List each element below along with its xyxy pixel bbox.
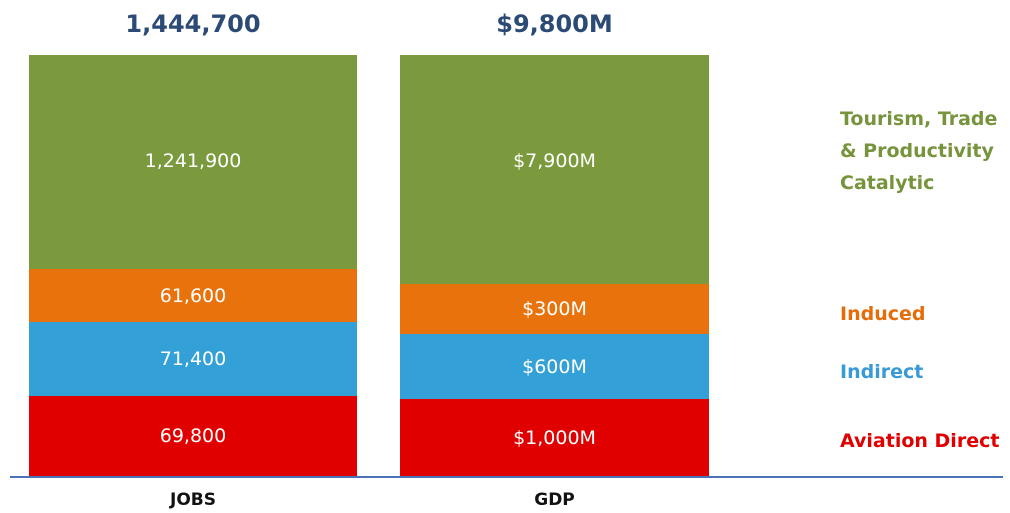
column-total: $9,800M [496,10,613,38]
bar-segment: $300M [400,284,709,334]
bar-segment: 69,800 [29,396,357,476]
category-label: JOBS [170,490,216,510]
legend-label: Tourism, Trade [840,108,998,130]
bar-segment: $1,000M [400,399,709,476]
column-total: 1,444,700 [125,10,261,38]
bar-segment: 61,600 [29,269,357,322]
category-label: GDP [534,490,575,510]
bar-segment: 71,400 [29,322,357,396]
legend-label: Indirect [840,361,924,383]
bar-segment: $600M [400,334,709,399]
baseline [10,476,1003,478]
legend-label: Induced [840,303,926,325]
legend-label: & Productivity [840,140,994,162]
bar-segment: 1,241,900 [29,55,357,269]
legend-label: Aviation Direct [840,430,1000,452]
legend-label: Catalytic [840,172,935,194]
bar-segment: $7,900M [400,55,709,284]
